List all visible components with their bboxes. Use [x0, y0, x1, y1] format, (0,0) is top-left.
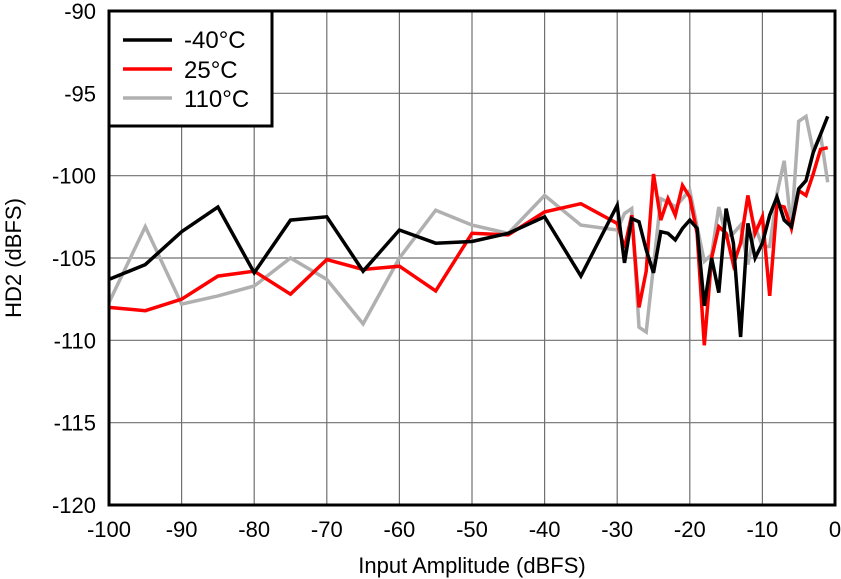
x-tick-label: -70 [311, 517, 343, 542]
y-tick-label: -110 [54, 328, 96, 353]
legend-label-minus40c: -40°C [184, 27, 246, 54]
y-tick-label: -120 [52, 493, 96, 518]
series-line-1 [108, 145, 829, 346]
x-tick-labels: -100 -90 -80 -70 -60 -50 -40 -30 -20 -10 0 [87, 517, 841, 542]
y-axis-label: HD2 (dBFS) [1, 198, 26, 318]
y-tick-label: -105 [52, 246, 96, 271]
x-tick-label: -10 [747, 517, 779, 542]
x-tick-label: -60 [384, 517, 416, 542]
x-tick-label: -30 [601, 517, 633, 542]
legend-label-110c: 110°C [184, 86, 249, 113]
x-axis-label: Input Amplitude (dBFS) [358, 553, 585, 578]
y-tick-label: -100 [52, 164, 96, 189]
series-line-2 [107, 113, 830, 336]
y-tick-labels: -90 -95 -100 -105 -110 -115 -120 [52, 0, 96, 518]
series-lines [107, 113, 830, 346]
legend-label-25c: 25°C [184, 57, 238, 84]
x-tick-label: -90 [166, 517, 198, 542]
series-line-0 [108, 115, 830, 338]
x-tick-label: -40 [529, 517, 561, 542]
x-tick-label: -100 [87, 517, 131, 542]
legend: -40°C 25°C 110°C [107, 9, 274, 128]
y-tick-label: -95 [64, 81, 96, 106]
x-tick-label: -80 [238, 517, 270, 542]
plot-frame [107, 9, 837, 507]
y-tick-label: -115 [54, 411, 96, 436]
x-tick-label: -50 [456, 517, 488, 542]
x-tick-label: 0 [829, 517, 841, 542]
y-tick-label: -90 [64, 0, 96, 24]
x-tick-label: -20 [674, 517, 706, 542]
